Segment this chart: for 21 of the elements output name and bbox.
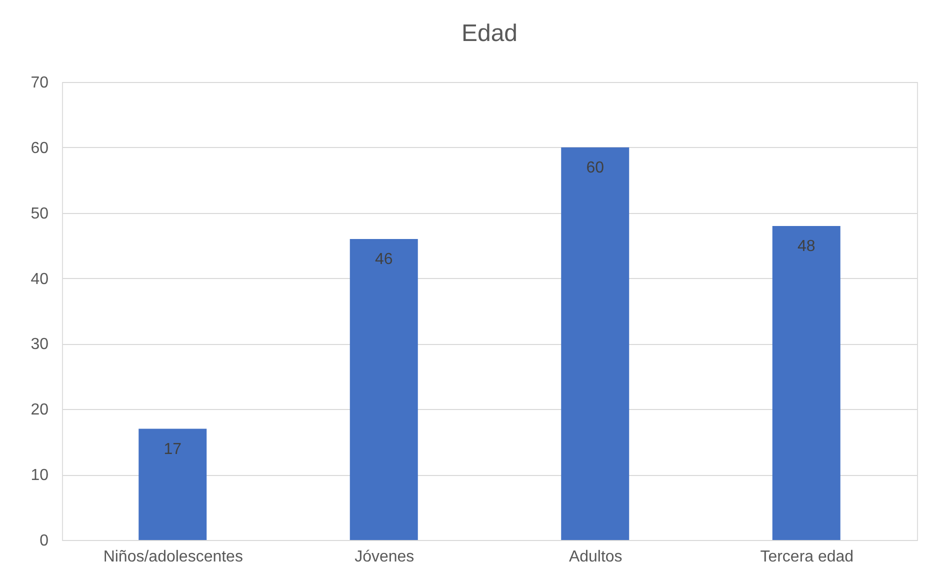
y-tick-label: 0 bbox=[40, 532, 49, 550]
chart-title: Edad bbox=[461, 20, 518, 47]
x-tick-label: Tercera edad bbox=[760, 548, 854, 566]
y-tick-label: 60 bbox=[30, 140, 49, 157]
bar bbox=[350, 239, 418, 540]
bar bbox=[138, 428, 207, 540]
y-tick-label: 70 bbox=[30, 74, 49, 92]
data-label: 48 bbox=[797, 238, 816, 255]
x-tick-label: Adultos bbox=[568, 548, 622, 566]
y-tick-label: 50 bbox=[30, 205, 49, 222]
data-label: 17 bbox=[164, 440, 182, 458]
y-tick-label: 40 bbox=[30, 270, 49, 288]
y-tick-label: 10 bbox=[30, 467, 49, 484]
data-label: 60 bbox=[586, 159, 604, 176]
x-tick-label: Jóvenes bbox=[354, 548, 414, 566]
data-label: 46 bbox=[374, 251, 393, 268]
x-tick-label: Niños/adolescentes bbox=[103, 548, 243, 566]
y-tick-label: 20 bbox=[30, 402, 49, 419]
bar bbox=[561, 147, 630, 540]
y-tick-label: 30 bbox=[30, 336, 49, 354]
bar bbox=[772, 226, 840, 540]
